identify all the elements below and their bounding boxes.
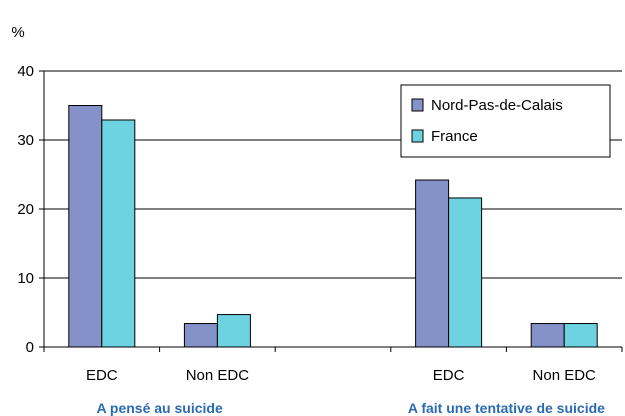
- y-tick-label: 10: [17, 270, 34, 287]
- x-tick-label: EDC: [86, 367, 118, 384]
- y-tick-label: 30: [17, 132, 34, 149]
- legend: Nord-Pas-de-Calais France: [400, 84, 611, 158]
- axes: %: [11, 24, 623, 352]
- y-tick-label: 0: [26, 339, 34, 356]
- bar: [183, 323, 218, 348]
- bar: [68, 105, 103, 348]
- bar: [415, 179, 450, 348]
- y-axis-title: %: [11, 24, 24, 41]
- legend-box: [400, 84, 611, 158]
- x-tick-label: EDC: [433, 367, 465, 384]
- legend-swatch: [411, 129, 424, 143]
- group-label: A pensé au suicide: [96, 400, 223, 416]
- bar: [216, 314, 251, 348]
- y-tick-labels: 0 10 20 30 40: [17, 63, 34, 356]
- x-tick-label: Non EDC: [533, 367, 597, 384]
- legend-label: France: [431, 128, 478, 145]
- legend-label: Nord-Pas-de-Calais: [431, 97, 563, 114]
- x-tick-labels: EDC Non EDC EDC Non EDC: [86, 367, 596, 384]
- y-tick-label: 40: [17, 63, 34, 80]
- bar: [530, 323, 565, 348]
- group-labels: A pensé au suicide A fait une tentative d…: [96, 400, 605, 416]
- bar: [101, 119, 136, 348]
- y-tick-label: 20: [17, 201, 34, 218]
- x-tick-label: Non EDC: [186, 367, 250, 384]
- bar: [448, 197, 483, 348]
- gridlines: [44, 70, 622, 279]
- legend-swatch: [411, 98, 424, 112]
- bar: [563, 323, 598, 348]
- group-label: A fait une tentative de suicide: [408, 400, 605, 416]
